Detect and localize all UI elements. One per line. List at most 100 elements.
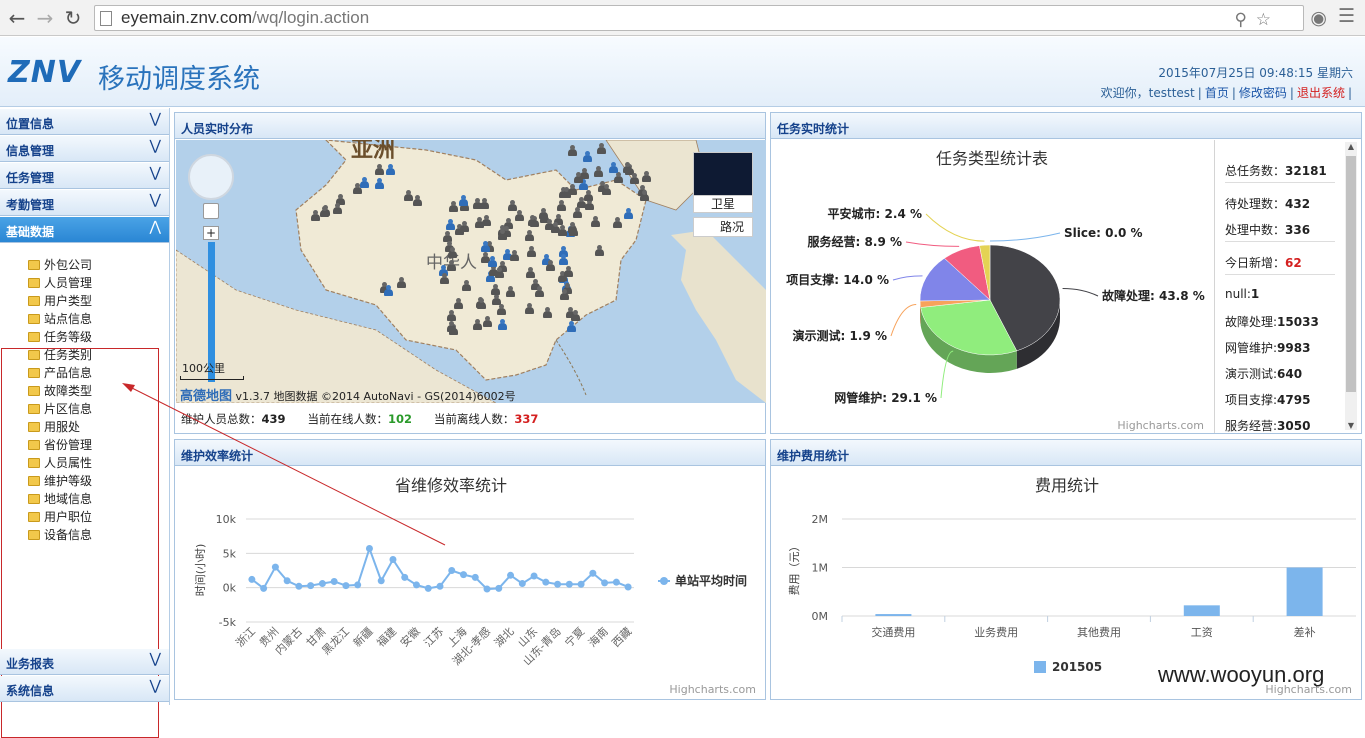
person-marker-icon[interactable] — [568, 184, 577, 195]
person-marker-icon[interactable] — [477, 298, 486, 309]
menu-task[interactable]: 任务管理⋁ — [0, 163, 169, 189]
person-marker-icon[interactable] — [546, 260, 555, 271]
person-marker-icon[interactable] — [462, 280, 471, 291]
person-marker-icon[interactable] — [498, 229, 507, 240]
person-marker-icon[interactable] — [613, 217, 622, 228]
zoom-reset-button[interactable] — [203, 203, 219, 219]
person-marker-icon[interactable] — [447, 260, 456, 271]
person-marker-icon[interactable] — [642, 171, 651, 182]
person-marker-icon[interactable] — [597, 143, 606, 154]
person-marker-icon[interactable] — [397, 277, 406, 288]
person-marker-icon[interactable] — [573, 207, 582, 218]
person-marker-icon[interactable] — [539, 208, 548, 219]
person-marker-icon[interactable] — [560, 289, 569, 300]
home-link[interactable]: 首页 — [1205, 86, 1229, 100]
tree-item[interactable]: 任务等级 — [28, 328, 92, 345]
person-marker-icon[interactable] — [595, 245, 604, 256]
tree-item[interactable]: 用服处 — [28, 418, 80, 435]
person-marker-icon[interactable] — [630, 173, 639, 184]
menu-icon[interactable]: ☰ — [1338, 5, 1355, 27]
person-marker-icon[interactable] — [498, 319, 507, 330]
address-bar[interactable]: eyemain.znv.com/wq/login.action ⚲ ☆ — [94, 5, 1304, 31]
person-marker-icon[interactable] — [571, 310, 580, 321]
person-marker-icon[interactable] — [506, 286, 515, 297]
tree-item[interactable]: 产品信息 — [28, 364, 92, 381]
person-marker-icon[interactable] — [528, 215, 537, 226]
person-marker-icon[interactable] — [446, 219, 455, 230]
person-marker-icon[interactable] — [525, 303, 534, 314]
person-marker-icon[interactable] — [404, 190, 413, 201]
person-marker-icon[interactable] — [449, 201, 458, 212]
globe-icon[interactable]: ◉ — [1310, 7, 1327, 29]
tree-item[interactable]: 片区信息 — [28, 400, 92, 417]
tree-item[interactable]: 人员属性 — [28, 454, 92, 471]
person-marker-icon[interactable] — [386, 164, 395, 175]
person-marker-icon[interactable] — [454, 298, 463, 309]
person-marker-icon[interactable] — [564, 266, 573, 277]
person-marker-icon[interactable] — [459, 195, 468, 206]
logout-link[interactable]: 退出系统 — [1297, 86, 1345, 100]
tree-item[interactable]: 故障类型 — [28, 382, 92, 399]
person-marker-icon[interactable] — [413, 195, 422, 206]
person-marker-icon[interactable] — [320, 206, 329, 217]
person-marker-icon[interactable] — [525, 230, 534, 241]
person-marker-icon[interactable] — [384, 285, 393, 296]
menu-info[interactable]: 信息管理⋁ — [0, 136, 169, 162]
zoom-in-button[interactable]: + — [203, 226, 219, 240]
back-arrow-icon[interactable]: ← — [6, 6, 28, 30]
tree-item[interactable]: 维护等级 — [28, 472, 92, 489]
scroll-down-icon[interactable]: ▼ — [1345, 421, 1357, 430]
person-marker-icon[interactable] — [482, 215, 491, 226]
person-marker-icon[interactable] — [568, 145, 577, 156]
scroll-up-icon[interactable]: ▲ — [1345, 142, 1357, 151]
person-marker-icon[interactable] — [526, 267, 535, 278]
person-marker-icon[interactable] — [447, 321, 456, 332]
person-marker-icon[interactable] — [375, 164, 384, 175]
person-marker-icon[interactable] — [510, 250, 519, 261]
person-marker-icon[interactable] — [557, 200, 566, 211]
person-marker-icon[interactable] — [375, 178, 384, 189]
tree-item[interactable]: 用户职位 — [28, 508, 92, 525]
reload-icon[interactable]: ↻ — [62, 6, 84, 30]
forward-arrow-icon[interactable]: → — [34, 6, 56, 30]
bookmark-star-icon[interactable]: ☆ — [1256, 10, 1271, 30]
person-marker-icon[interactable] — [488, 256, 497, 267]
person-marker-icon[interactable] — [480, 198, 489, 209]
person-marker-icon[interactable] — [551, 222, 560, 233]
person-marker-icon[interactable] — [497, 304, 506, 315]
person-marker-icon[interactable] — [535, 286, 544, 297]
person-marker-icon[interactable] — [448, 247, 457, 258]
tree-item[interactable]: 站点信息 — [28, 310, 92, 327]
person-marker-icon[interactable] — [568, 222, 577, 233]
scroll-thumb[interactable] — [1346, 156, 1356, 392]
person-marker-icon[interactable] — [508, 200, 517, 211]
person-marker-icon[interactable] — [311, 210, 320, 221]
person-marker-icon[interactable] — [543, 307, 552, 318]
person-marker-icon[interactable] — [481, 241, 490, 252]
tree-item[interactable]: 用户类型 — [28, 292, 92, 309]
person-marker-icon[interactable] — [473, 319, 482, 330]
person-marker-icon[interactable] — [602, 184, 611, 195]
person-marker-icon[interactable] — [623, 162, 632, 173]
person-marker-icon[interactable] — [559, 254, 568, 265]
map-pan-control[interactable] — [188, 154, 234, 200]
satellite-toggle[interactable]: 卫星 — [693, 195, 753, 213]
menu-attendance[interactable]: 考勤管理⋁ — [0, 190, 169, 216]
tree-item[interactable]: 地域信息 — [28, 490, 92, 507]
person-marker-icon[interactable] — [527, 246, 536, 257]
tree-item[interactable]: 任务类别 — [28, 346, 92, 363]
menu-basic-data[interactable]: 基础数据⋀ — [0, 217, 169, 243]
traffic-toggle[interactable]: 路况 — [693, 217, 753, 237]
person-marker-icon[interactable] — [460, 221, 469, 232]
person-marker-icon[interactable] — [640, 190, 649, 201]
tree-item[interactable]: 设备信息 — [28, 526, 92, 543]
menu-location[interactable]: 位置信息⋁ — [0, 109, 169, 135]
key-icon[interactable]: ⚲ — [1235, 10, 1247, 30]
tree-item[interactable]: 外包公司 — [28, 256, 92, 273]
person-marker-icon[interactable] — [574, 172, 583, 183]
person-marker-icon[interactable] — [594, 166, 603, 177]
person-marker-icon[interactable] — [440, 273, 449, 284]
person-marker-icon[interactable] — [567, 321, 576, 332]
person-marker-icon[interactable] — [491, 284, 500, 295]
tree-item[interactable]: 人员管理 — [28, 274, 92, 291]
